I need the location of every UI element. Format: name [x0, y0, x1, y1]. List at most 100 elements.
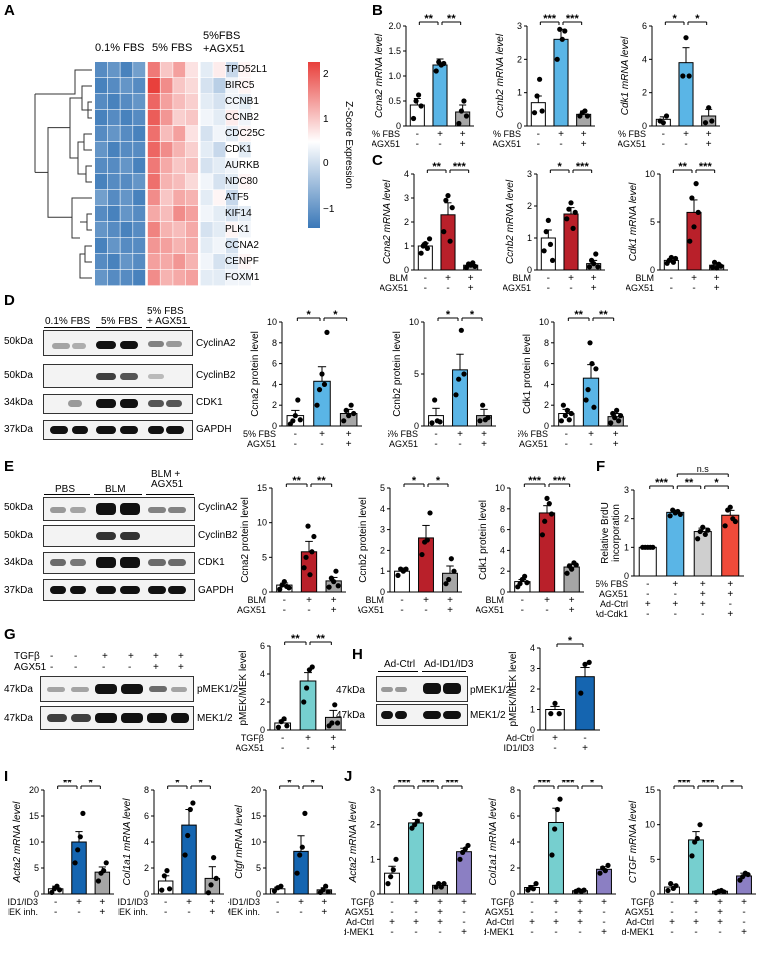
data-point — [426, 236, 433, 242]
data-point — [388, 874, 394, 880]
factor-label: AGX51 — [236, 743, 264, 753]
tick-label: 0 — [262, 587, 267, 597]
heatmap-cell — [107, 254, 120, 270]
data-point — [695, 536, 701, 542]
data-point — [419, 551, 425, 558]
tick-label: 20 — [251, 785, 261, 795]
data-point — [95, 878, 102, 884]
factor-sign: - — [424, 273, 427, 284]
data-point — [586, 659, 592, 665]
data-point — [166, 886, 173, 892]
bar — [548, 822, 564, 895]
heatmap-cell — [107, 238, 120, 254]
heatmap-cell — [213, 190, 226, 206]
heatmap-cell — [147, 158, 160, 174]
data-point — [456, 120, 462, 127]
data-point — [549, 257, 556, 263]
heatmap-cell — [173, 158, 186, 174]
tick-label: 1 — [404, 241, 409, 251]
heatmap-cell — [185, 142, 198, 158]
heatmap-cell — [160, 126, 173, 142]
factor-sign: - — [662, 129, 665, 140]
data-point — [616, 418, 622, 424]
tick-label: 1 — [370, 854, 375, 864]
factor-sign: - — [694, 927, 697, 938]
data-point — [672, 255, 679, 262]
blot-strip — [43, 525, 195, 547]
data-point — [536, 76, 543, 82]
data-point — [161, 873, 167, 879]
factor-label: AGX51 — [345, 907, 374, 917]
data-point — [663, 113, 670, 119]
data-point — [686, 73, 692, 79]
tick-label: 3 — [527, 169, 532, 179]
tick-label: 6 — [642, 21, 647, 31]
bar — [384, 872, 400, 895]
factor-sign: + — [389, 917, 395, 928]
data-point — [271, 888, 278, 894]
factor-sign: - — [462, 917, 465, 928]
factor-sign: + — [437, 129, 443, 140]
tick-label: 10 — [29, 837, 39, 847]
data-point — [461, 98, 467, 104]
factor-sign: - — [446, 283, 449, 294]
data-point — [677, 511, 683, 517]
data-point — [531, 110, 538, 116]
bar — [300, 551, 318, 593]
data-point — [303, 685, 310, 691]
significance-label: ** — [316, 633, 325, 645]
heatmap-cell — [213, 158, 226, 174]
heatmap-cell — [200, 270, 213, 286]
data-point — [693, 181, 699, 187]
tick-label: 15 — [257, 483, 267, 493]
blot-strip — [43, 552, 195, 574]
factor-label: AGX51 — [519, 439, 548, 449]
factor-sign: - — [670, 907, 673, 918]
protein-label: MEK1/2 — [197, 713, 233, 724]
kda-label: 47kDa — [4, 713, 33, 724]
data-point — [346, 413, 352, 419]
tick-label: 3 — [517, 21, 522, 31]
data-point — [286, 585, 292, 591]
tick-label: 2 — [642, 88, 647, 98]
panel-label-d: D — [4, 292, 15, 309]
heatmap-cell — [173, 174, 186, 190]
heatmap-cell — [95, 62, 108, 78]
significance-label: * — [333, 309, 338, 321]
tick-label: 1.5 — [388, 46, 401, 56]
factor-sign: + — [601, 927, 607, 938]
heatmap-cell — [133, 126, 146, 142]
data-point — [597, 870, 603, 876]
data-point — [463, 113, 470, 119]
significance-label: ** — [291, 633, 300, 645]
factor-sign: - — [578, 927, 581, 938]
heatmap-cell — [200, 206, 213, 222]
data-point — [457, 856, 463, 862]
tick-label: 15 — [251, 811, 261, 821]
factor-sign: - — [646, 589, 649, 600]
y-axis-label: Ccnb2 mRNA level — [505, 179, 516, 264]
tick-label: 10 — [645, 820, 655, 830]
factor-sign: + — [319, 429, 325, 440]
y-axis-label: pMEK/MEK level — [238, 650, 249, 725]
lane-line — [378, 671, 418, 672]
data-point — [449, 205, 455, 211]
heatmap-cell — [238, 62, 251, 78]
heatmap-cell — [160, 270, 173, 286]
factor-label: Ad-ID1/ID3 — [504, 743, 534, 753]
dendrogram-branch — [71, 197, 92, 239]
data-point — [593, 251, 599, 257]
blot-strip — [43, 497, 195, 521]
heatmap-cell — [185, 78, 198, 94]
tick-label: 4 — [144, 837, 149, 847]
gene-label: TPD52L1 — [225, 64, 268, 75]
data-point — [547, 241, 554, 247]
data-point — [705, 527, 711, 533]
sign: - — [50, 651, 54, 662]
factor-sign: - — [670, 897, 673, 908]
data-point — [185, 832, 191, 839]
lane-line — [94, 494, 142, 495]
heatmap-cell — [173, 62, 186, 78]
